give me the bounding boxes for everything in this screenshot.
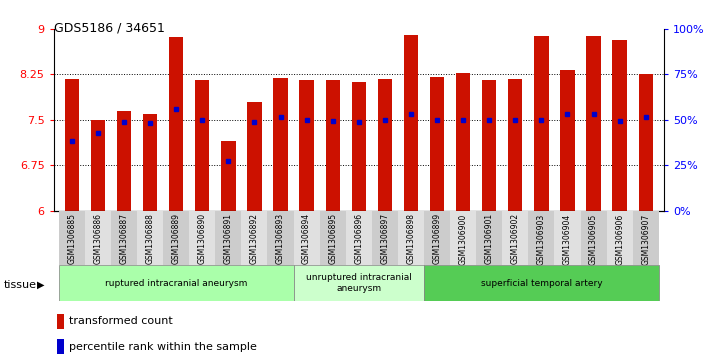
Bar <box>430 77 444 211</box>
Bar <box>607 211 633 265</box>
Bar <box>450 211 476 265</box>
Text: transformed count: transformed count <box>69 316 173 326</box>
Bar <box>378 79 392 211</box>
Bar <box>320 211 346 265</box>
Bar <box>528 211 555 265</box>
Bar <box>398 211 424 265</box>
Bar <box>163 211 189 265</box>
Text: GSM1306887: GSM1306887 <box>119 213 129 264</box>
Bar <box>247 102 261 211</box>
Text: GSM1306902: GSM1306902 <box>511 213 520 264</box>
Text: GSM1306890: GSM1306890 <box>198 213 207 264</box>
Bar <box>633 211 659 265</box>
Bar <box>534 36 548 211</box>
Bar <box>404 35 418 211</box>
Bar <box>456 73 471 211</box>
Bar <box>560 70 575 211</box>
Text: GSM1306896: GSM1306896 <box>354 213 363 264</box>
Text: GSM1306904: GSM1306904 <box>563 213 572 265</box>
Text: ruptured intracranial aneurysm: ruptured intracranial aneurysm <box>105 279 247 287</box>
Bar <box>59 211 85 265</box>
Bar <box>216 211 241 265</box>
Text: GSM1306886: GSM1306886 <box>94 213 102 264</box>
Bar <box>91 120 105 211</box>
Text: GSM1306900: GSM1306900 <box>458 213 468 265</box>
Text: GSM1306889: GSM1306889 <box>171 213 181 264</box>
Bar <box>346 211 372 265</box>
Bar <box>424 265 659 301</box>
Bar <box>299 80 313 211</box>
Bar <box>111 211 137 265</box>
Text: GSM1306885: GSM1306885 <box>67 213 76 264</box>
Text: superficial temporal artery: superficial temporal artery <box>481 279 602 287</box>
Text: GSM1306899: GSM1306899 <box>433 213 441 264</box>
Bar <box>293 265 424 301</box>
Bar <box>638 74 653 211</box>
Bar <box>580 211 607 265</box>
Text: ▶: ▶ <box>36 280 44 290</box>
Bar <box>85 211 111 265</box>
Text: tissue: tissue <box>4 280 36 290</box>
Text: GSM1306893: GSM1306893 <box>276 213 285 264</box>
Bar <box>169 37 183 211</box>
Text: GDS5186 / 34651: GDS5186 / 34651 <box>54 22 164 35</box>
Bar <box>221 141 236 211</box>
Bar <box>476 211 502 265</box>
Bar <box>508 79 523 211</box>
Text: GSM1306905: GSM1306905 <box>589 213 598 265</box>
Bar <box>268 211 293 265</box>
Text: GSM1306891: GSM1306891 <box>224 213 233 264</box>
Bar <box>117 111 131 211</box>
Text: GSM1306894: GSM1306894 <box>302 213 311 264</box>
Bar <box>372 211 398 265</box>
Text: GSM1306898: GSM1306898 <box>406 213 416 264</box>
Bar <box>613 40 627 211</box>
Text: unruptured intracranial
aneurysm: unruptured intracranial aneurysm <box>306 273 412 293</box>
Bar <box>555 211 580 265</box>
Bar <box>482 81 496 211</box>
Bar <box>143 114 157 211</box>
Text: GSM1306901: GSM1306901 <box>485 213 493 264</box>
Bar <box>351 82 366 211</box>
Text: GSM1306903: GSM1306903 <box>537 213 546 265</box>
Bar <box>293 211 320 265</box>
Text: GSM1306888: GSM1306888 <box>146 213 154 264</box>
Text: GSM1306895: GSM1306895 <box>328 213 337 264</box>
Text: percentile rank within the sample: percentile rank within the sample <box>69 342 257 352</box>
Bar <box>195 80 209 211</box>
Bar <box>137 211 163 265</box>
Bar <box>56 339 64 354</box>
Bar <box>586 36 600 211</box>
Bar <box>65 79 79 211</box>
Bar <box>241 211 268 265</box>
Bar <box>59 265 293 301</box>
Text: GSM1306906: GSM1306906 <box>615 213 624 265</box>
Bar <box>189 211 216 265</box>
Text: GSM1306897: GSM1306897 <box>381 213 389 264</box>
Bar <box>273 78 288 211</box>
Bar <box>502 211 528 265</box>
Bar <box>56 314 64 329</box>
Text: GSM1306892: GSM1306892 <box>250 213 259 264</box>
Bar <box>424 211 450 265</box>
Bar <box>326 81 340 211</box>
Text: GSM1306907: GSM1306907 <box>641 213 650 265</box>
